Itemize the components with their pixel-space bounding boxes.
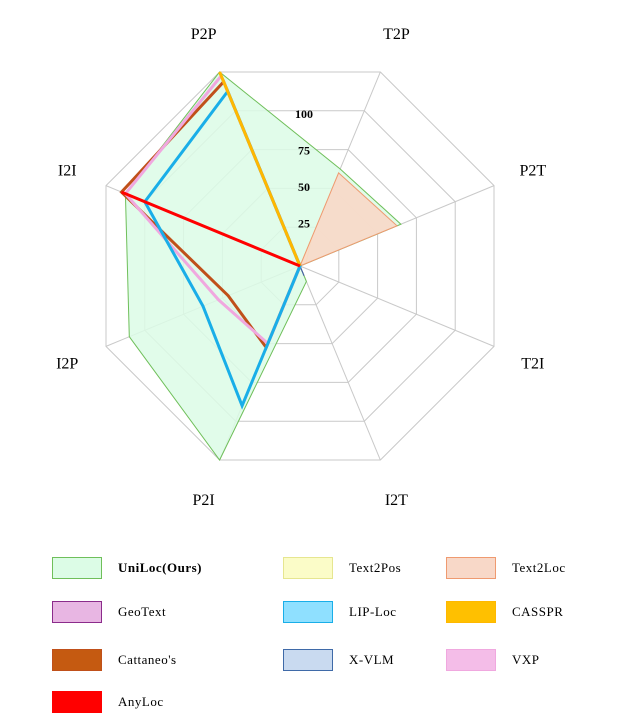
legend-label: Text2Loc bbox=[512, 560, 566, 575]
tick-label: 50 bbox=[298, 180, 310, 194]
legend-swatch bbox=[52, 601, 102, 623]
series-x-vlm bbox=[299, 265, 305, 276]
legend-swatch bbox=[446, 649, 496, 671]
legend-item: LIP-Loc bbox=[283, 598, 397, 626]
series-anyloc bbox=[120, 190, 301, 268]
legend-item: AnyLoc bbox=[52, 688, 164, 716]
axis-label-p2i: P2I bbox=[192, 492, 214, 509]
legend-swatch bbox=[52, 557, 102, 579]
legend-label: X-VLM bbox=[349, 652, 395, 667]
legend-item: UniLoc(Ours) bbox=[52, 554, 202, 582]
legend-swatch bbox=[446, 601, 496, 623]
radar-ticks: 25 50 75 100 bbox=[295, 107, 313, 231]
legend-label: VXP bbox=[512, 652, 540, 667]
legend-item: X-VLM bbox=[283, 646, 394, 674]
tick-label: 75 bbox=[298, 144, 310, 158]
grid-spoke bbox=[299, 265, 495, 347]
legend-label: LIP-Loc bbox=[349, 604, 397, 619]
legend-item: Text2Pos bbox=[283, 554, 401, 582]
legend-item: Text2Loc bbox=[446, 554, 566, 582]
legend-swatch bbox=[52, 649, 102, 671]
legend-label: GeoText bbox=[118, 604, 167, 619]
radar-chart: 25 50 75 100 T2P P2T T2I I2T P2I I2P I2I P2P bbox=[56, 26, 546, 509]
axis-label-t2i: T2I bbox=[521, 355, 544, 372]
tick-label: 25 bbox=[298, 217, 310, 231]
legend-label: Text2Pos bbox=[349, 560, 402, 575]
grid-spoke bbox=[299, 265, 381, 461]
legend-swatch bbox=[446, 557, 496, 579]
legend-swatch bbox=[283, 649, 333, 671]
legend-swatch bbox=[283, 601, 333, 623]
legend-label: Cattaneo's bbox=[118, 652, 177, 667]
axis-label-p2t: P2T bbox=[519, 163, 546, 180]
radar-series bbox=[119, 71, 402, 461]
legend-swatch bbox=[52, 691, 102, 713]
axis-label-p2p: P2P bbox=[191, 26, 217, 43]
legend-swatch bbox=[283, 557, 333, 579]
legend-item: VXP bbox=[446, 646, 540, 674]
axis-label-i2p: I2P bbox=[56, 355, 78, 372]
legend-item: CASSPR bbox=[446, 598, 563, 626]
legend-label: CASSPR bbox=[512, 604, 564, 619]
tick-label: 100 bbox=[295, 107, 313, 121]
series-text2loc bbox=[299, 172, 398, 267]
axis-label-i2t: I2T bbox=[385, 492, 408, 509]
series-uniloc-ours- bbox=[124, 71, 402, 461]
legend-label: UniLoc(Ours) bbox=[118, 560, 202, 575]
legend-label: AnyLoc bbox=[118, 694, 164, 709]
legend-item: Cattaneo's bbox=[52, 646, 177, 674]
series-casspr bbox=[218, 71, 302, 267]
legend-item: GeoText bbox=[52, 598, 166, 626]
axis-label-i2i: I2I bbox=[58, 163, 77, 180]
axis-label-t2p: T2P bbox=[383, 26, 410, 43]
chart-legend: UniLoc(Ours) Text2Pos Text2Loc GeoText LIP-L… bbox=[0, 548, 643, 718]
radar-axis-labels: T2P P2T T2I I2T P2I I2P I2I P2P bbox=[56, 26, 546, 509]
